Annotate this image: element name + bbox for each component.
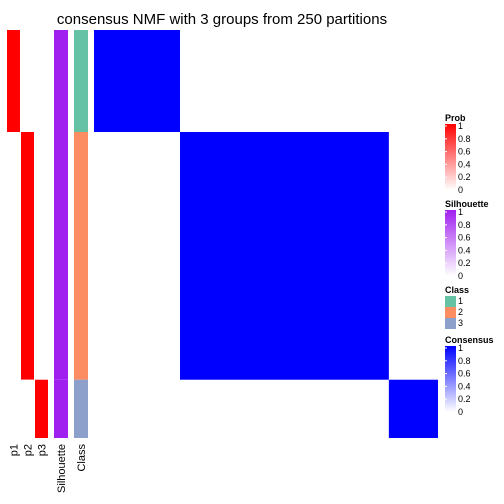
legend-tick-label: 1: [458, 207, 463, 217]
silhouette-cell-group-2: [54, 132, 68, 380]
class-cell-group-3: [74, 379, 88, 438]
track-label-class: Class: [76, 444, 88, 472]
legend-swatch-class-2: [445, 307, 456, 318]
legend-tick-label: 0: [458, 185, 463, 195]
track-label-p1: p1: [9, 444, 21, 456]
prob-cell-p1-group-2: [7, 132, 20, 380]
legend-tick-label: 0.4: [458, 159, 471, 169]
prob-cell-p2-group-2: [21, 132, 34, 380]
legend-tick-label: 0.2: [458, 258, 471, 268]
legend-tick-label: 0: [458, 407, 463, 417]
legend-tick-label: 0.6: [458, 369, 471, 379]
consensus-block-2-2: [180, 132, 389, 380]
legend-tick-label: 0.4: [458, 245, 471, 255]
legend-tick-label: 0.6: [458, 233, 471, 243]
consensus-block-3-3: [388, 379, 438, 438]
consensus-matrix: [94, 30, 438, 438]
silhouette-cell-group-1: [54, 30, 68, 132]
legend-tick-label: 0.8: [458, 220, 471, 230]
prob-cell-p2-group-3: [21, 379, 34, 438]
track-label-silhouette: Silhouette: [56, 444, 68, 493]
legend-gradient-consensus: [445, 346, 456, 412]
prob-cell-p2-group-1: [21, 30, 34, 132]
legend-title-prob: Prob: [445, 113, 466, 123]
legend-tick-label: 0: [458, 271, 463, 281]
legend-tick-label: 0.2: [458, 394, 471, 404]
prob-cell-p1-group-3: [7, 379, 20, 438]
legend-title-class: Class: [445, 285, 469, 295]
class-cell-group-2: [74, 132, 88, 380]
silhouette-cell-group-3: [54, 379, 68, 438]
legend-gradient-silhouette: [445, 210, 456, 276]
legend-label-class-1: 1: [458, 296, 463, 306]
chart-title: consensus NMF with 3 groups from 250 par…: [57, 11, 387, 28]
legend-swatch-class-3: [445, 318, 456, 329]
class-cell-group-1: [74, 30, 88, 132]
legend-tick-label: 1: [458, 343, 463, 353]
track-label-p3: p3: [37, 444, 49, 456]
legend-tick-label: 0.6: [458, 147, 471, 157]
prob-cell-p3-group-2: [35, 132, 48, 380]
annotation-tracks: [7, 30, 88, 438]
consensus-block-1-1: [94, 30, 180, 132]
track-label-p2: p2: [23, 444, 35, 456]
track-labels: p1 p2 p3 Silhouette Class: [9, 444, 89, 493]
legend-tick-label: 0.2: [458, 172, 471, 182]
prob-cell-p3-group-1: [35, 30, 48, 132]
legend-tick-label: 0.4: [458, 381, 471, 391]
legend-gradient-prob: [445, 124, 456, 190]
legend-tick-label: 1: [458, 121, 463, 131]
legend-title-silhouette: Silhouette: [445, 199, 489, 209]
legends: Prob10.80.60.40.20Silhouette10.80.60.40.…: [445, 113, 494, 417]
legend-label-class-3: 3: [458, 318, 463, 328]
legend-title-consensus: Consensus: [445, 335, 494, 345]
legend-tick-label: 0.8: [458, 356, 471, 366]
prob-cell-p1-group-1: [7, 30, 20, 132]
prob-cell-p3-group-3: [35, 379, 48, 438]
legend-label-class-2: 2: [458, 307, 463, 317]
legend-tick-label: 0.8: [458, 134, 471, 144]
legend-swatch-class-1: [445, 296, 456, 307]
